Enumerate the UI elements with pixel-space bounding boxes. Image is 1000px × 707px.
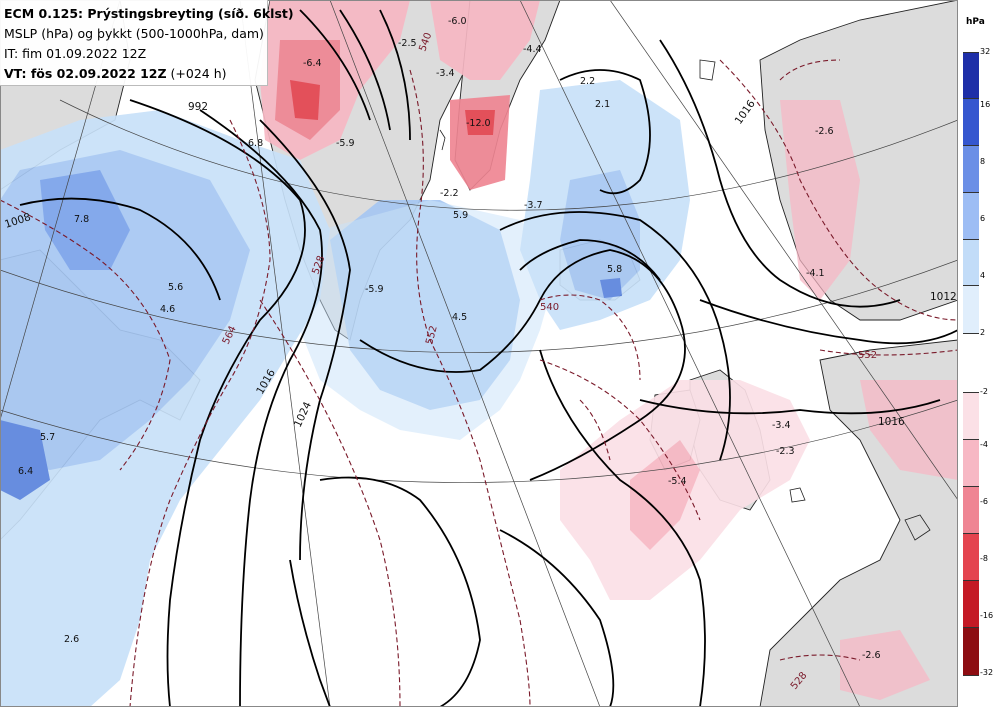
value-label: 5.6 <box>168 282 183 293</box>
value-label: -5.4 <box>668 476 687 487</box>
legend-fall-bar <box>963 392 979 676</box>
value-label: 2.1 <box>595 99 610 110</box>
value-label: 6.8 <box>248 138 263 149</box>
legend-label: -2 <box>980 387 988 396</box>
value-label: 2.2 <box>580 76 595 87</box>
shading-rise <box>0 80 690 707</box>
value-label: 4.6 <box>160 304 175 315</box>
legend-swatch <box>963 392 979 440</box>
isobar-label: 1016 <box>878 416 905 428</box>
value-label: 4.5 <box>452 312 467 323</box>
value-label: -2.5 <box>398 38 417 49</box>
graticule <box>0 0 958 707</box>
legend-label: -16 <box>980 611 994 620</box>
thickness-lines <box>0 59 958 707</box>
legend-label: 32 <box>980 47 991 56</box>
legend-label: -32 <box>980 668 994 677</box>
value-label: -5.9 <box>365 284 384 295</box>
legend-label: 16 <box>980 100 991 109</box>
init-time: IT: fim 01.09.2022 12Z <box>4 46 147 61</box>
legend-swatch <box>963 285 979 334</box>
value-label: -2.3 <box>776 446 795 457</box>
chart-subtitle: MSLP (hPa) og þykkt (500-1000hPa, dam) <box>4 26 264 41</box>
thickness-label: 552 <box>424 324 440 345</box>
legend-label: 6 <box>980 214 986 223</box>
legend-swatch <box>963 145 979 193</box>
thickness-label: 540 <box>540 302 559 313</box>
chart-title-box: ECM 0.125: Prýstingsbreyting (síð. 6klst… <box>0 0 294 86</box>
legend-label: 2 <box>980 328 986 337</box>
isobar-label: 992 <box>188 101 208 113</box>
coast-details <box>439 59 931 541</box>
legend-swatch <box>963 533 979 581</box>
value-label: -5.9 <box>336 138 355 149</box>
value-label: 5.9 <box>453 210 468 221</box>
legend-swatch <box>963 239 979 286</box>
value-label: -6.4 <box>303 58 322 69</box>
legend-swatch <box>963 580 979 628</box>
legend-label: -4 <box>980 440 988 449</box>
isobar-label: 1012 <box>930 291 957 303</box>
legend-swatch <box>963 439 979 487</box>
value-label: -2.6 <box>862 650 881 661</box>
legend-swatch <box>963 52 979 99</box>
value-labels: -6.4 -6.0 -4.4 -2.5 -3.4 -12.0 -5.9 6.8 … <box>18 16 881 661</box>
value-label: 7.8 <box>74 214 89 225</box>
value-label: -2.2 <box>440 188 459 199</box>
legend-label: 4 <box>980 271 986 280</box>
value-label: -3.4 <box>436 68 455 79</box>
value-label: -4.1 <box>806 268 825 279</box>
value-label: -2.6 <box>815 126 834 137</box>
value-label: 2.6 <box>64 634 79 645</box>
isobars <box>19 9 958 707</box>
legend-label: -6 <box>980 497 988 506</box>
value-label: 5.7 <box>40 432 55 443</box>
legend-swatch <box>963 192 979 240</box>
valid-time-lead: (+024 h) <box>166 66 227 81</box>
value-label: 5.8 <box>607 264 622 275</box>
value-label: -3.7 <box>524 200 543 211</box>
legend-swatch <box>963 627 979 676</box>
value-label: -12.0 <box>466 118 491 129</box>
value-label: -6.0 <box>448 16 467 27</box>
valid-time-date: VT: fös 02.09.2022 12Z <box>4 66 167 81</box>
legend-rise-bar <box>963 52 979 334</box>
legend-label: 8 <box>980 157 986 166</box>
thickness-label: 552 <box>858 350 877 361</box>
legend-unit: hPa <box>966 17 985 27</box>
value-label: -4.4 <box>523 44 542 55</box>
chart-title: ECM 0.125: Prýstingsbreyting (síð. 6klst… <box>4 4 294 24</box>
value-label: 6.4 <box>18 466 33 477</box>
valid-time: VT: fös 02.09.2022 12Z (+024 h) <box>4 64 263 84</box>
legend-swatch <box>963 98 979 146</box>
colorbar-legend: hPa 32 16 8 6 4 2 -2 -4 -6 -8 -16 -32 <box>958 0 1000 707</box>
value-label: -3.4 <box>772 420 791 431</box>
legend-label: -8 <box>980 554 988 563</box>
legend-swatch <box>963 486 979 534</box>
model-name: ECM 0.125: Prýstingsbreyting (síð. 6klst… <box>4 6 294 21</box>
